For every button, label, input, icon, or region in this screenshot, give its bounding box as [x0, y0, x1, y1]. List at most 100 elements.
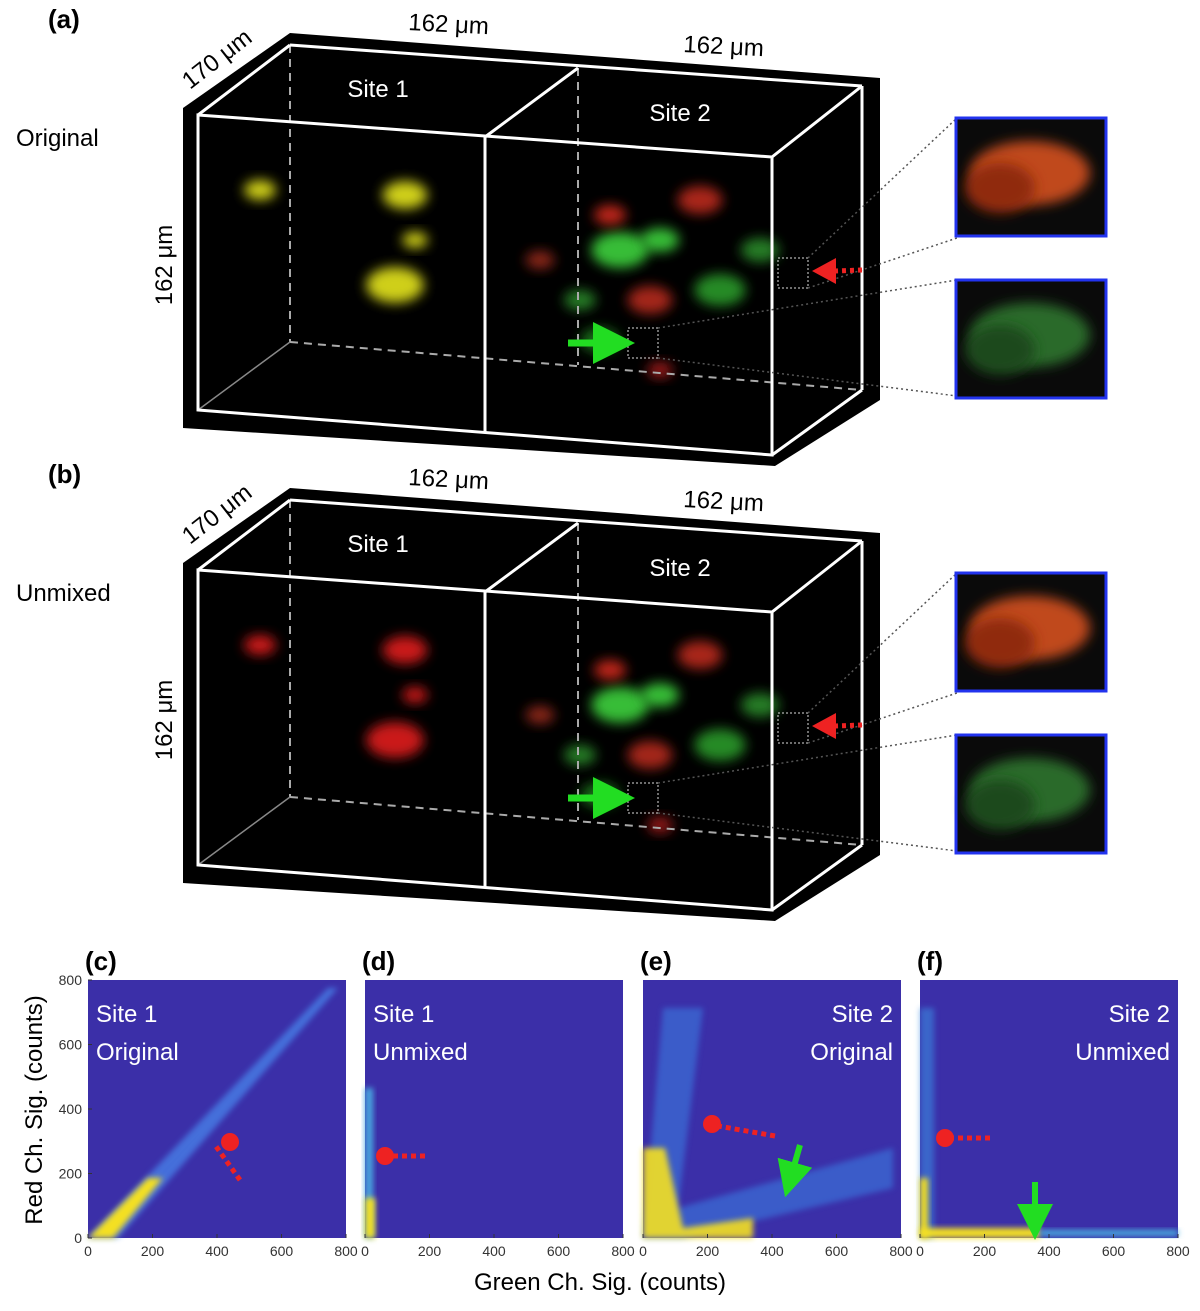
x-tick-label: 600	[1102, 1243, 1126, 1259]
x-tick-label: 200	[696, 1243, 720, 1259]
cell-blob	[627, 286, 673, 314]
zoom-box	[777, 257, 809, 289]
site-label: Site 2	[649, 555, 710, 582]
histogram-panel: (f) Site 2 Unmixed 0 200 400 600 800	[916, 946, 1190, 1259]
edge	[771, 388, 863, 457]
arrow-head	[812, 258, 836, 284]
density	[88, 1178, 163, 1238]
arrow-dotted	[717, 1123, 776, 1139]
panel-label: (b)	[48, 459, 81, 489]
back-edge	[289, 341, 863, 391]
condition-text: Original	[810, 1039, 893, 1066]
density	[920, 1228, 1040, 1238]
density	[643, 1148, 753, 1238]
cell-blob	[366, 267, 424, 303]
x-tick-label: 0	[84, 1243, 92, 1259]
cell-blob	[694, 729, 746, 761]
edge	[771, 84, 863, 159]
x-tick-label: 800	[1166, 1243, 1190, 1259]
x-tick-label: 600	[547, 1243, 571, 1259]
edge	[197, 341, 291, 411]
width-top-label: 162 μm	[408, 9, 490, 40]
volume-body	[183, 33, 880, 466]
inset-blob	[965, 163, 1035, 213]
density	[365, 1088, 373, 1238]
cell-blob	[382, 636, 428, 664]
x-tick-label: 200	[418, 1243, 442, 1259]
cell-blob	[740, 693, 780, 717]
site-text: Site 1	[373, 1001, 434, 1028]
histogram-panel: (c) Site 1 Original 0 200 400 600 800 0 200 400 600…	[59, 946, 358, 1259]
cell-blob	[677, 186, 723, 214]
cell-blob	[647, 817, 673, 833]
cell-blob	[382, 181, 428, 209]
condition-text: Unmixed	[1075, 1039, 1170, 1066]
site-label: Site 1	[347, 76, 408, 103]
zoom-line	[807, 572, 958, 714]
zoom-line	[657, 812, 958, 852]
arrow-head	[221, 1133, 239, 1151]
arrow-head	[936, 1129, 954, 1147]
x-tick-label: 400	[205, 1243, 229, 1259]
x-axis-label: Green Ch. Sig. (counts)	[474, 1269, 726, 1296]
cell-blob	[627, 741, 673, 769]
cell-blob	[740, 238, 780, 262]
zoom-line	[657, 357, 958, 397]
y-tick-label: 800	[59, 972, 83, 988]
arrow-head	[376, 1147, 394, 1165]
edge	[289, 43, 863, 88]
condition-text: Original	[96, 1039, 179, 1066]
zoom-line	[807, 117, 958, 259]
arrow-head	[812, 713, 836, 739]
histogram-panel: (e) Site 2 Original 0 200 400 600 800	[639, 946, 913, 1259]
inset-blob	[965, 780, 1035, 830]
zoom-line	[657, 279, 958, 329]
panel-label: (d)	[362, 946, 395, 976]
cell-blob	[677, 641, 723, 669]
width-top-label: 162 μm	[408, 464, 490, 495]
y-tick-label: 400	[59, 1101, 83, 1117]
cell-blob	[525, 706, 555, 724]
arrow	[777, 1144, 813, 1198]
panel-label: (e)	[640, 946, 672, 976]
cell-blob	[694, 274, 746, 306]
density	[920, 1178, 928, 1238]
x-tick-label: 0	[916, 1243, 924, 1259]
inset-blob	[965, 325, 1035, 375]
edge	[197, 43, 291, 117]
panel-label: (a)	[48, 4, 80, 34]
x-tick-label: 400	[482, 1243, 506, 1259]
edge	[289, 498, 863, 543]
cell-blob	[402, 232, 428, 248]
back-edge	[289, 796, 863, 846]
cell-blob	[402, 687, 428, 703]
condition-label: Original	[16, 125, 99, 152]
x-tick-label: 800	[611, 1243, 635, 1259]
edge	[771, 539, 863, 614]
y-tick-label: 200	[59, 1166, 83, 1182]
site-text: Site 2	[1109, 1001, 1170, 1028]
cell-blob	[594, 205, 626, 225]
panel-label: (c)	[85, 946, 117, 976]
site-label: Site 2	[649, 100, 710, 127]
x-tick-label: 800	[889, 1243, 913, 1259]
edge	[771, 843, 863, 912]
cell-blob	[640, 228, 680, 252]
divider	[484, 66, 579, 139]
panel-label: (f)	[917, 946, 943, 976]
density	[88, 988, 338, 1238]
cell-blob	[366, 722, 424, 758]
cell-blob	[591, 687, 649, 723]
x-tick-label: 200	[141, 1243, 165, 1259]
cell-blob	[647, 362, 673, 378]
cell-blob	[564, 745, 596, 765]
x-tick-label: 0	[361, 1243, 369, 1259]
arrow-head	[703, 1115, 721, 1133]
x-tick-label: 0	[639, 1243, 647, 1259]
density	[365, 1198, 375, 1238]
histogram-panel: (d) Site 1 Unmixed 0 200 400 600 800	[361, 946, 635, 1259]
cell-blob	[591, 232, 649, 268]
site-text: Site 1	[96, 1001, 157, 1028]
